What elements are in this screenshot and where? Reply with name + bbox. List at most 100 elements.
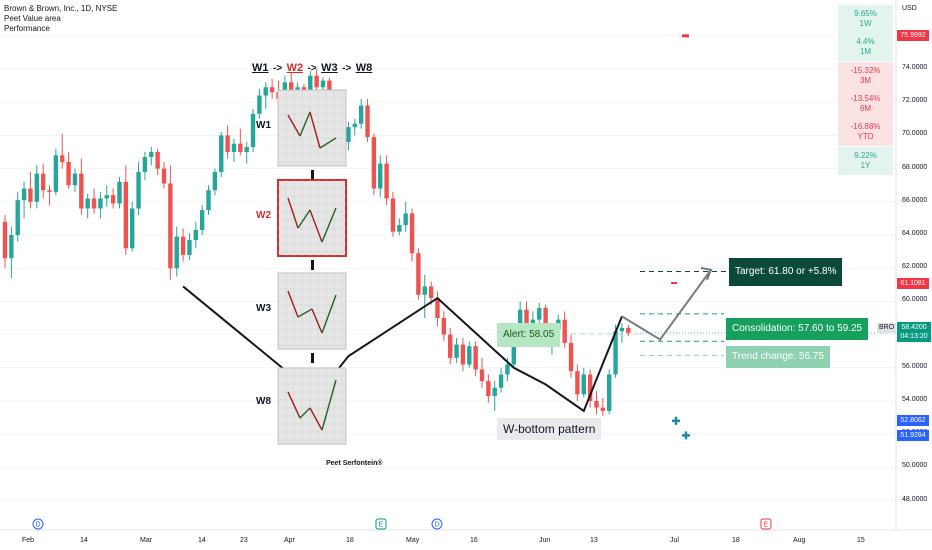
consolidation-callout[interactable]: Consolidation: 57.60 to 59.25 <box>726 318 869 340</box>
candle <box>15 191 20 242</box>
price-tag: 52.8062 <box>897 415 929 427</box>
time-tick: Feb <box>22 537 35 544</box>
symbol-tag: BRO <box>877 322 897 333</box>
candle <box>136 161 141 216</box>
bar-countdown: 04:13:20 <box>900 332 928 340</box>
title-arrow-1: -> <box>272 63 283 74</box>
pattern-title: W1 -> W2 -> W3 -> W8 <box>252 58 372 76</box>
time-tick: 14 <box>198 537 206 544</box>
candle <box>155 148 160 176</box>
candle <box>403 201 408 232</box>
pattern-name-label: W-bottom pattern <box>497 418 602 440</box>
candle <box>537 303 542 325</box>
candle <box>581 367 586 398</box>
performance-cell: -13.54% 6M <box>838 89 893 118</box>
performance-value: -13.54% <box>850 93 881 103</box>
title-w8: W8 <box>355 62 373 74</box>
candle <box>212 168 218 196</box>
candle <box>269 78 275 99</box>
performance-period: YTD <box>857 132 874 142</box>
candle <box>441 311 447 342</box>
candle <box>149 147 154 166</box>
candle <box>435 291 440 327</box>
time-tick: Jul <box>670 537 679 544</box>
price-tick: 50.0000 <box>902 462 928 470</box>
prior-high-marker <box>671 282 677 285</box>
title-arrow-3: -> <box>342 63 352 74</box>
candle <box>473 341 478 377</box>
price-tick: 68.0000 <box>902 163 928 171</box>
alert-callout[interactable]: Alert: 58.05 <box>497 323 561 347</box>
time-tick: 18 <box>732 537 740 544</box>
candle <box>85 193 90 219</box>
candle <box>575 364 580 401</box>
time-tick: 18 <box>346 537 354 544</box>
performance-cell: -15.32% 3M <box>838 61 893 90</box>
candle <box>346 122 351 151</box>
pattern-thumbnails <box>277 89 347 445</box>
title-w1: W1 <box>252 62 269 74</box>
price-tick: 70.0000 <box>902 130 928 138</box>
candle <box>219 132 224 177</box>
time-tick: Apr <box>284 537 295 544</box>
candle <box>231 138 237 162</box>
target-callout[interactable]: Target: 61.80 or +5.8% <box>729 258 843 286</box>
candle <box>250 108 256 152</box>
performance-value: -15.32% <box>850 65 881 75</box>
event-letter: E <box>764 522 769 529</box>
candle <box>244 142 249 164</box>
high-marker <box>682 34 689 38</box>
performance-value: -16.88% <box>850 122 881 132</box>
performance-period: 1M <box>859 47 872 57</box>
price-tick: 60.0000 <box>902 296 928 304</box>
candle <box>28 171 33 209</box>
trend-change-callout[interactable]: Trend change: 56.75 <box>726 346 830 368</box>
candle <box>110 188 116 209</box>
candle <box>168 165 173 280</box>
indicator-performance[interactable]: Performance <box>4 24 50 33</box>
title-w3: W3 <box>321 62 338 74</box>
candle <box>40 163 46 199</box>
time-tick: Aug <box>793 537 806 544</box>
candle <box>600 397 606 416</box>
candle <box>79 158 84 216</box>
thumbnail-separator <box>311 353 314 363</box>
price-tick: 54.0000 <box>902 396 928 403</box>
price-tick: 64.0000 <box>902 230 928 237</box>
time-tick: 15 <box>857 537 865 544</box>
performance-cell: 4.4% 1M <box>838 33 893 62</box>
candle <box>193 221 198 249</box>
performance-period: 1Y <box>860 160 871 170</box>
candle <box>492 381 497 411</box>
level-lines <box>553 271 896 356</box>
projection-line <box>621 269 712 341</box>
pattern-thumbnail <box>277 179 347 270</box>
price-tag: 51.9284 <box>897 429 929 441</box>
candle <box>263 82 268 109</box>
current-price-tag: 58.4200 04:13:20 <box>897 321 931 342</box>
candle <box>117 176 122 209</box>
candle <box>568 334 574 378</box>
price-tag: 75.9992 <box>897 30 929 42</box>
candle <box>428 281 434 305</box>
candle <box>397 218 402 235</box>
candle <box>238 128 243 156</box>
candle <box>98 191 103 219</box>
dividend-marker: D <box>431 518 443 530</box>
w-pattern-line <box>182 266 713 413</box>
candle <box>454 337 459 363</box>
price-tick: 74.0000 <box>902 64 928 71</box>
time-tick: 13 <box>590 537 598 544</box>
candle <box>486 374 491 403</box>
indicator-value-area[interactable]: Peet Value area <box>4 14 61 23</box>
thumbnail-separator <box>311 260 314 270</box>
w1-label: W1 <box>256 120 271 131</box>
plus-marker <box>672 416 680 425</box>
time-tick: 14 <box>80 537 88 544</box>
projection-arrow <box>700 266 713 281</box>
price-tick: 48.0000 <box>902 495 928 503</box>
candle <box>594 391 599 415</box>
candle <box>174 226 179 277</box>
